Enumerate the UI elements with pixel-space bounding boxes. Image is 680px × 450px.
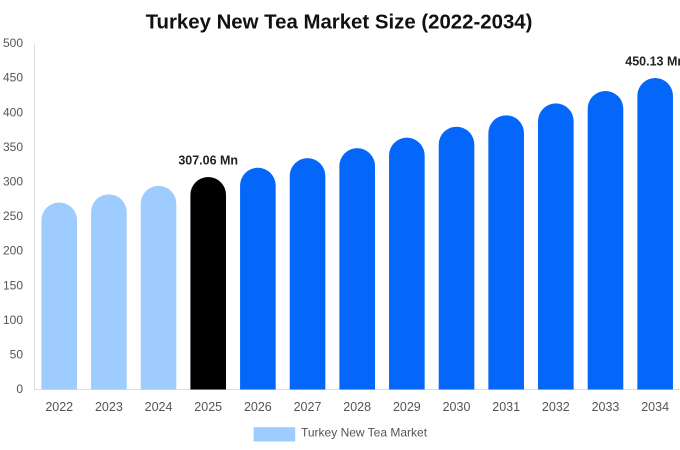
svg-text:2023: 2023 [95,400,123,414]
svg-text:2031: 2031 [492,400,520,414]
svg-text:250: 250 [3,209,23,223]
svg-text:2034: 2034 [641,400,669,414]
svg-text:307.06 Mn: 307.06 Mn [178,154,238,168]
svg-text:300: 300 [3,175,23,189]
svg-text:100: 100 [3,313,23,327]
svg-text:Turkey New Tea Market Size (20: Turkey New Tea Market Size (2022-2034) [146,12,533,34]
svg-text:2027: 2027 [294,400,322,414]
svg-text:2025: 2025 [194,400,222,414]
svg-text:2024: 2024 [145,400,173,414]
svg-text:150: 150 [3,278,23,292]
svg-text:500: 500 [3,36,23,50]
svg-text:2029: 2029 [393,400,421,414]
svg-text:50: 50 [10,348,24,362]
svg-text:450.13 Mn: 450.13 Mn [625,54,680,68]
svg-text:Turkey New Tea Market: Turkey New Tea Market [301,426,428,440]
svg-text:200: 200 [3,244,23,258]
svg-text:350: 350 [3,140,23,154]
svg-text:2030: 2030 [443,400,471,414]
svg-text:2032: 2032 [542,400,570,414]
svg-text:2028: 2028 [343,400,371,414]
svg-text:2033: 2033 [592,400,620,414]
svg-text:0: 0 [16,382,23,396]
svg-text:2022: 2022 [45,400,73,414]
svg-text:450: 450 [3,71,23,85]
svg-text:400: 400 [3,105,23,119]
svg-text:2026: 2026 [244,400,272,414]
